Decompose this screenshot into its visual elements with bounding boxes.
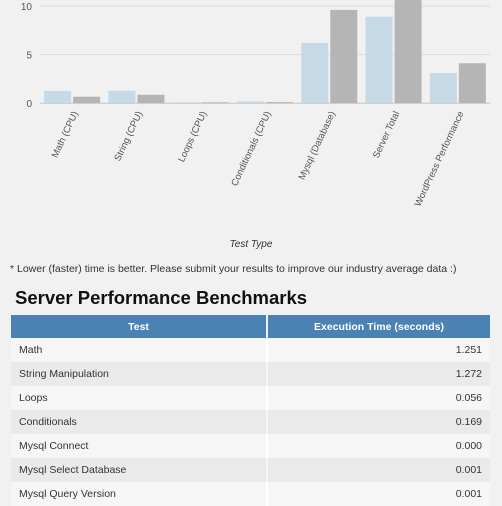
table-row: Math 1.251: [11, 338, 490, 362]
bar: [73, 96, 101, 103]
column-header-test[interactable]: Test: [11, 315, 268, 338]
table-row: Conditionals 0.169: [11, 410, 490, 434]
x-tick-label: WordPress Performance: [413, 110, 467, 209]
benchmark-chart: 0 5 10 Math (CPU) String (CPU) Loops (CPU) Con…: [21, 0, 490, 250]
y-tick-label: 0: [26, 99, 32, 110]
execution-time-cell: 1.272: [268, 362, 490, 386]
test-name-cell: Mysql Query Version: [11, 482, 268, 506]
table-row: Mysql Select Database 0.001: [11, 458, 490, 482]
footnote: * Lower (faster) time is better. Please …: [10, 263, 457, 275]
bar: [266, 102, 293, 103]
section-title: Server Performance Benchmarks: [15, 287, 308, 308]
execution-time-cell: 1.251: [268, 338, 490, 362]
benchmark-table: Test Execution Time (seconds) Math 1.251…: [11, 315, 490, 506]
execution-time-cell: 0.169: [268, 410, 490, 434]
table-header-row: Test Execution Time (seconds): [11, 315, 490, 338]
bar: [330, 9, 358, 104]
y-tick-label: 5: [26, 51, 32, 62]
x-tick-label: Server Total: [371, 110, 402, 160]
test-name-cell: Mysql Select Database: [11, 458, 268, 482]
test-name-cell: Loops: [11, 386, 268, 410]
test-name-cell: Mysql Connect: [11, 434, 268, 458]
table-row: String Manipulation 1.272: [11, 362, 490, 386]
x-tick-label: Mysql (Database): [297, 110, 338, 182]
y-tick-label: 10: [21, 2, 33, 13]
execution-time-cell: 0.001: [268, 458, 490, 482]
bar: [172, 102, 200, 103]
x-axis-title: Test Type: [230, 239, 273, 250]
bar: [108, 90, 136, 103]
bar: [301, 42, 329, 103]
test-name-cell: Conditionals: [11, 410, 268, 434]
bar: [137, 94, 165, 103]
x-tick-label: String (CPU): [112, 110, 145, 163]
execution-time-cell: 0.056: [268, 386, 490, 410]
test-name-cell: Math: [11, 338, 268, 362]
bar: [429, 72, 457, 103]
table-row: Loops 0.056: [11, 386, 490, 410]
table-row: Mysql Connect 0.000: [11, 434, 490, 458]
bar: [201, 102, 229, 103]
table-row: Mysql Query Version 0.001: [11, 482, 490, 506]
bar: [365, 16, 393, 104]
x-tick-label: Math (CPU): [50, 110, 81, 160]
bar: [237, 101, 264, 103]
x-tick-label: Conditionals (CPU): [229, 110, 273, 188]
bar: [394, 0, 422, 103]
bar: [44, 90, 72, 103]
x-tick-label: Loops (CPU): [176, 110, 209, 164]
execution-time-cell: 0.001: [268, 482, 490, 506]
execution-time-cell: 0.000: [268, 434, 490, 458]
bar: [458, 63, 486, 103]
test-name-cell: String Manipulation: [11, 362, 268, 386]
column-header-execution-time[interactable]: Execution Time (seconds): [268, 315, 490, 338]
